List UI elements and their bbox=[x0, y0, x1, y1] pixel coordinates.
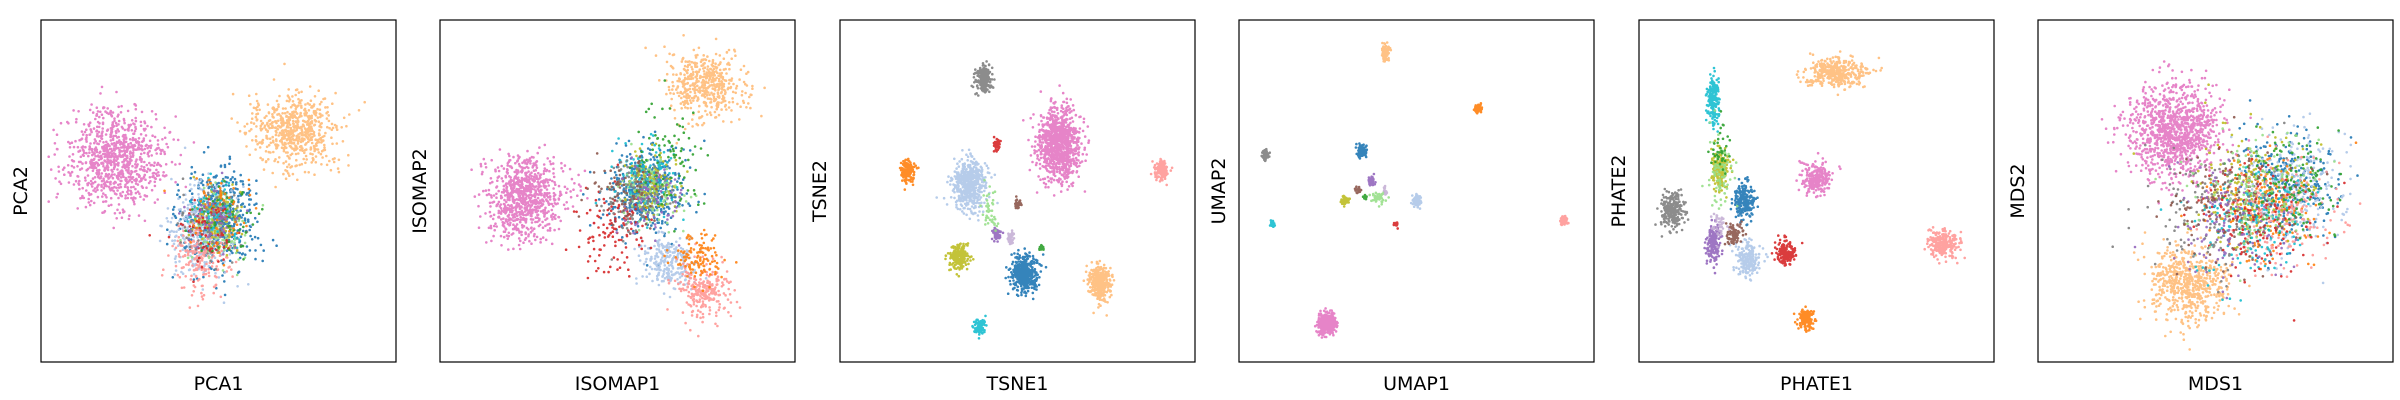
scatter-series-olive bbox=[187, 175, 244, 257]
scatter-series-gray bbox=[1260, 147, 1272, 163]
axes-frame bbox=[1238, 19, 1595, 363]
scatter-series-pink bbox=[47, 85, 196, 230]
scatter-series-red bbox=[564, 163, 653, 280]
scatter-series-purple bbox=[177, 171, 249, 256]
scatter-series-salmon bbox=[1923, 225, 1966, 265]
scatter-series-light-orange bbox=[1380, 41, 1393, 63]
scatter-series-gray bbox=[2111, 121, 2288, 294]
x-axis-label: TSNE1 bbox=[986, 373, 1049, 395]
scatter-series-light-orange bbox=[2132, 228, 2251, 351]
x-axis-label: UMAP1 bbox=[1383, 373, 1450, 395]
scatter-series-light-green bbox=[2154, 127, 2336, 283]
y-axis-label: UMAP2 bbox=[1208, 158, 1230, 225]
y-axis-label: MDS2 bbox=[2007, 163, 2029, 218]
scatter-series-pink bbox=[1313, 307, 1339, 339]
scatter-series-red bbox=[2183, 146, 2346, 322]
scatter-series-light-orange bbox=[1795, 50, 1883, 97]
scatter-series-purple bbox=[615, 156, 683, 247]
scatter-series-salmon bbox=[2195, 135, 2362, 279]
scatter-series-light-orange bbox=[1082, 259, 1116, 317]
scatter-series-purple bbox=[990, 226, 1005, 243]
scatter-series-light-blue bbox=[1728, 237, 1769, 282]
scatter-series-brown bbox=[1723, 220, 1748, 246]
panel-phate: PHATE1 PHATE2 bbox=[1608, 19, 1995, 395]
scatter-series-blue bbox=[1004, 247, 1048, 301]
scatter-series-light-green bbox=[1701, 109, 1739, 210]
x-axis-label: PCA1 bbox=[194, 373, 244, 395]
axes-frame bbox=[839, 19, 1196, 363]
x-axis-label: MDS1 bbox=[2188, 373, 2243, 395]
scatter-series-blue bbox=[1354, 142, 1369, 160]
scatter-points bbox=[47, 62, 366, 309]
scatter-series-light-purple bbox=[1006, 229, 1016, 246]
scatter-series-cyan bbox=[1268, 219, 1277, 228]
scatter-series-orange bbox=[1472, 102, 1484, 115]
y-axis-label: PHATE2 bbox=[1608, 155, 1630, 228]
y-axis-label: TSNE2 bbox=[809, 160, 831, 223]
scatter-series-orange bbox=[1792, 305, 1818, 333]
scatter-points bbox=[2100, 60, 2362, 351]
y-axis-label: ISOMAP2 bbox=[409, 148, 431, 234]
scatter-series-light-purple bbox=[1709, 212, 1731, 249]
scatter-series-light-green bbox=[1368, 191, 1390, 208]
panel-pca: PCA1 PCA2 bbox=[10, 19, 397, 395]
scatter-series-green bbox=[1361, 193, 1368, 201]
scatter-series-gray bbox=[1654, 187, 1690, 238]
axes-frame bbox=[40, 19, 397, 363]
y-axis-label: PCA2 bbox=[10, 166, 32, 216]
scatter-series-salmon bbox=[160, 215, 239, 309]
scatter-series-light-orange bbox=[644, 34, 766, 145]
scatter-series-salmon bbox=[1149, 157, 1174, 187]
scatter-series-olive bbox=[944, 242, 975, 278]
axes-frame bbox=[1638, 19, 1995, 363]
scatter-series-orange bbox=[898, 157, 920, 191]
scatter-series-brown bbox=[1014, 195, 1023, 210]
scatter-series-brown bbox=[1353, 185, 1363, 195]
scatter-series-red bbox=[1392, 221, 1400, 230]
scatter-series-red bbox=[1770, 234, 1804, 267]
scatter-series-cyan bbox=[1704, 66, 1721, 133]
scatter-series-pink bbox=[470, 143, 596, 251]
scatter-series-purple bbox=[2133, 150, 2298, 300]
scatter-points bbox=[470, 34, 766, 338]
panel-umap: UMAP1 UMAP2 bbox=[1208, 19, 1595, 395]
scatter-series-light-blue bbox=[633, 230, 709, 299]
scatter-series-pink bbox=[1022, 84, 1091, 197]
scatter-series-light-blue bbox=[935, 148, 999, 222]
scatter-points bbox=[1654, 50, 1966, 333]
scatter-series-gray bbox=[970, 60, 996, 97]
scatter-series-salmon bbox=[1558, 214, 1570, 227]
scatter-series-cyan bbox=[971, 314, 988, 340]
scatter-series-light-orange bbox=[230, 62, 366, 189]
panel-isomap: ISOMAP1 ISOMAP2 bbox=[409, 19, 796, 395]
scatter-series-light-green bbox=[979, 178, 1000, 232]
scatter-series-green bbox=[1038, 243, 1045, 251]
scatter-series-light-purple bbox=[1382, 184, 1389, 196]
axes-frame bbox=[439, 19, 796, 363]
scatter-series-blue bbox=[1729, 175, 1760, 227]
scatter-series-light-blue bbox=[1409, 192, 1423, 210]
axes-frame bbox=[2037, 19, 2394, 363]
scatter-series-purple bbox=[1367, 172, 1377, 187]
panel-mds: MDS1 MDS2 bbox=[2007, 19, 2394, 395]
scatter-points bbox=[1260, 41, 1570, 339]
x-axis-label: PHATE1 bbox=[1780, 373, 1853, 395]
scatter-series-pink bbox=[2100, 60, 2252, 218]
scatter-points bbox=[898, 60, 1174, 340]
x-axis-label: ISOMAP1 bbox=[575, 373, 661, 395]
scatter-series-pink bbox=[1795, 151, 1842, 199]
scatter-series-orange bbox=[663, 228, 738, 293]
scatter-series-olive bbox=[1339, 194, 1351, 208]
panel-tsne: TSNE1 TSNE2 bbox=[809, 19, 1196, 395]
scatter-series-cyan bbox=[594, 132, 685, 229]
scatter-series-brown bbox=[2155, 115, 2329, 282]
scatter-series-red bbox=[992, 135, 1002, 153]
scatter-series-red bbox=[148, 197, 241, 283]
